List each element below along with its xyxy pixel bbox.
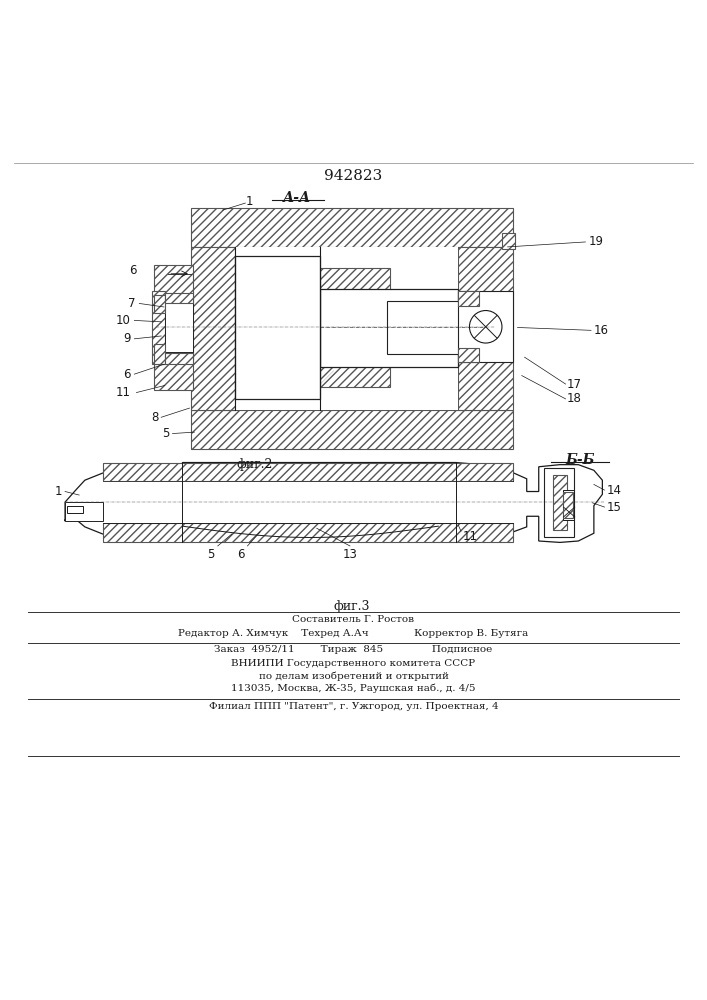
Polygon shape: [235, 256, 320, 399]
Text: 15: 15: [607, 501, 621, 514]
Polygon shape: [502, 233, 515, 249]
Polygon shape: [154, 344, 165, 364]
Polygon shape: [165, 353, 193, 364]
Polygon shape: [152, 291, 165, 364]
Polygon shape: [92, 202, 615, 454]
Text: фиг.3: фиг.3: [334, 600, 370, 613]
Polygon shape: [154, 295, 165, 313]
Text: Составитель Г. Ростов: Составитель Г. Ростов: [293, 615, 414, 624]
Polygon shape: [165, 293, 193, 303]
Text: 11: 11: [463, 530, 478, 543]
Text: 17: 17: [567, 378, 582, 391]
Text: А-А: А-А: [283, 191, 311, 205]
Text: 1: 1: [54, 485, 62, 498]
Polygon shape: [553, 475, 567, 530]
Text: 7: 7: [128, 297, 136, 310]
Text: 9: 9: [123, 332, 131, 345]
Polygon shape: [458, 247, 513, 410]
Polygon shape: [65, 502, 103, 521]
Text: по делам изобретений и открытий: по делам изобретений и открытий: [259, 671, 448, 681]
Text: 14: 14: [607, 484, 621, 497]
Polygon shape: [35, 458, 672, 599]
Polygon shape: [563, 492, 573, 518]
Text: 5: 5: [163, 427, 170, 440]
Text: 11: 11: [116, 386, 131, 399]
Polygon shape: [387, 301, 485, 354]
Text: 6: 6: [129, 264, 136, 277]
Text: 18: 18: [567, 392, 582, 405]
Polygon shape: [103, 463, 513, 481]
Polygon shape: [320, 289, 458, 367]
Polygon shape: [458, 291, 479, 306]
Text: фиг.2: фиг.2: [236, 458, 273, 471]
Text: 8: 8: [152, 411, 159, 424]
Polygon shape: [65, 463, 602, 542]
Text: Редактор А. Химчук    Техред А.Ач              Корректор В. Бутяга: Редактор А. Химчук Техред А.Ач Корректор…: [178, 629, 529, 638]
Polygon shape: [458, 348, 479, 362]
Text: 6: 6: [123, 368, 131, 381]
Text: Заказ  4952/11        Тираж  845               Подписное: Заказ 4952/11 Тираж 845 Подписное: [214, 645, 493, 654]
Bar: [563, 490, 574, 520]
Text: 113035, Москва, Ж-35, Раушская наб., д. 4/5: 113035, Москва, Ж-35, Раушская наб., д. …: [231, 683, 476, 693]
Text: 19: 19: [588, 235, 603, 248]
Text: 16: 16: [594, 324, 609, 337]
Bar: [67, 506, 83, 513]
Polygon shape: [320, 268, 390, 387]
Polygon shape: [103, 481, 513, 523]
Text: Б-Б: Б-Б: [565, 453, 595, 467]
Polygon shape: [154, 265, 193, 390]
Polygon shape: [191, 247, 235, 410]
Text: ВНИИПИ Государственного комитета СССР: ВНИИПИ Государственного комитета СССР: [231, 659, 476, 668]
Polygon shape: [191, 208, 513, 247]
Text: 6: 6: [237, 548, 244, 561]
Polygon shape: [191, 410, 513, 449]
Text: 5: 5: [207, 548, 214, 561]
Text: 13: 13: [342, 548, 358, 561]
Polygon shape: [165, 303, 193, 352]
Text: Филиал ППП "Патент", г. Ужгород, ул. Проектная, 4: Филиал ППП "Патент", г. Ужгород, ул. Про…: [209, 702, 498, 711]
Polygon shape: [458, 291, 513, 362]
Text: 1: 1: [246, 195, 254, 208]
Polygon shape: [235, 247, 458, 410]
Text: 10: 10: [116, 314, 131, 327]
Text: 942823: 942823: [325, 169, 382, 183]
Polygon shape: [103, 523, 513, 542]
